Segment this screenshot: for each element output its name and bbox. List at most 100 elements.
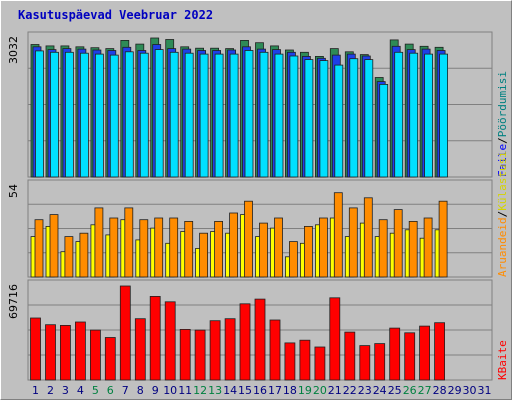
bar-bottom-s0-d17 [269,319,281,381]
bar-bottom-s0-d28 [434,322,446,381]
bar-top-s2-d14 [229,53,239,178]
bar-bottom-s0-d27 [419,325,431,381]
bar-bottom-s0-d1 [30,317,41,381]
day-label-26: 26 [403,384,417,397]
bar-middle-s1-d19 [303,225,313,278]
day-label-3: 3 [62,384,69,397]
bar-top-s2-d21 [334,64,344,178]
bar-top-s2-d2 [50,51,59,178]
bar-top-s2-d22 [349,58,359,178]
bar-middle-s1-d24 [378,219,388,278]
bar-top-s2-d20 [319,60,329,178]
bar-middle-s1-d18 [288,241,298,278]
bar-middle-s1-d8 [139,219,149,278]
bar-top-s2-d9 [154,49,164,178]
legend-middle: Aruandeid/Külastusi [496,151,509,277]
bar-bottom-s0-d25 [389,327,401,381]
bar-top-s2-d18 [289,55,299,178]
bar-bottom-s0-d24 [374,343,386,381]
day-label-6: 6 [107,384,114,397]
bar-middle-s1-d4 [79,232,89,278]
day-label-2: 2 [47,384,54,397]
bar-top-s2-d25 [394,51,404,178]
bar-middle-s1-d6 [109,217,119,278]
day-label-29: 29 [448,384,462,397]
bar-bottom-s0-d9 [149,295,161,381]
bar-top-s2-d24 [379,84,389,178]
day-label-24: 24 [373,384,387,397]
bar-top-s2-d7 [124,51,134,178]
bar-top-s2-d12 [199,53,209,178]
bar-middle-s1-d21 [333,192,343,278]
day-label-15: 15 [238,384,252,397]
bar-top-s2-d19 [304,59,314,178]
day-label-4: 4 [77,384,84,397]
day-label-8: 8 [137,384,144,397]
bar-bottom-s0-d23 [359,345,371,381]
bar-bottom-s0-d26 [404,332,416,381]
bar-bottom-s0-d16 [254,298,266,381]
panel-max-label: 3032 [7,36,20,64]
bar-middle-s1-d15 [244,200,253,278]
bar-top-s2-d5 [95,53,104,178]
day-label-7: 7 [122,384,129,397]
day-label-23: 23 [358,384,372,397]
legend-reports: Aruandeid [496,217,509,277]
bar-bottom-s0-d11 [179,328,191,381]
bar-middle-s1-d12 [199,232,209,278]
bar-bottom-s0-d7 [119,285,131,381]
bar-middle-s1-d13 [214,220,224,278]
bar-bottom-s0-d19 [299,339,311,381]
day-label-10: 10 [163,384,177,397]
bar-bottom-s0-d22 [344,331,356,381]
bar-middle-s1-d1 [34,219,44,278]
legend-files: Faile [496,144,509,177]
legend-bottom: KBaite [496,340,509,380]
day-label-18: 18 [283,384,297,397]
day-label-25: 25 [388,384,402,397]
bar-middle-s1-d2 [49,214,59,278]
bar-top-s2-d28 [439,53,449,178]
bar-top-s2-d15 [244,50,254,178]
chart-title: Kasutuspäevad Veebruar 2022 [18,8,213,22]
bar-middle-s1-d17 [274,217,283,278]
bar-middle-s1-d26 [408,220,418,278]
bar-middle-s1-d23 [363,197,373,278]
bar-middle-s1-d25 [393,209,403,278]
day-label-12: 12 [193,384,207,397]
bar-bottom-s0-d2 [45,324,56,381]
panel-bottom: 69716 [7,279,493,381]
bar-top-s2-d8 [139,52,149,178]
panel-top: 3032 [7,31,493,178]
bar-middle-s1-d22 [348,207,358,278]
bar-middle-s1-d3 [64,236,74,278]
legend-pageviews: Pöördumisi [496,71,509,137]
legend-visits: Külastusi [496,151,509,211]
panel-middle: 54 [7,179,493,278]
legend-kbytes: KBaite [496,340,509,380]
day-label-17: 17 [268,384,282,397]
legend-top: Faile/Pöördumisi [496,71,509,177]
bar-top-s2-d23 [364,59,374,178]
bar-middle-s1-d11 [184,220,194,278]
bar-middle-s1-d7 [124,207,134,278]
legend-sep: / [496,211,509,218]
day-label-19: 19 [298,384,312,397]
bar-middle-s1-d9 [154,217,164,278]
day-label-11: 11 [178,384,192,397]
bar-top-s2-d13 [214,53,224,178]
bar-bottom-s0-d5 [90,329,101,381]
day-label-30: 30 [463,384,477,397]
bar-bottom-s0-d4 [75,321,86,381]
bar-middle-s1-d28 [438,200,448,278]
bar-bottom-s0-d15 [239,303,251,381]
bar-bottom-s0-d18 [284,342,296,381]
panel-max-label: 54 [7,184,20,198]
bar-top-s2-d6 [109,54,119,178]
day-label-20: 20 [313,384,327,397]
legend-sep: / [496,137,509,144]
bar-bottom-s0-d12 [194,329,206,381]
panel-max-label: 69716 [7,284,20,319]
bar-top-s2-d1 [35,50,44,178]
